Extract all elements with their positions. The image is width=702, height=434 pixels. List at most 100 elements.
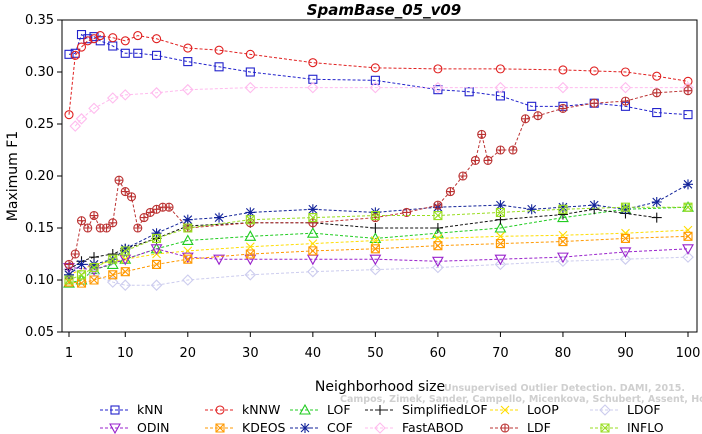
data-point	[470, 155, 480, 165]
data-point	[150, 87, 163, 99]
legend-marker	[300, 423, 310, 433]
x-tick-label: 100	[676, 346, 701, 361]
data-point	[119, 279, 132, 291]
data-point	[557, 81, 569, 94]
data-point	[431, 227, 444, 238]
data-point	[683, 110, 693, 120]
data-point	[308, 213, 318, 223]
data-point	[307, 81, 319, 94]
legend-item-lof: LOF	[290, 402, 351, 417]
data-point	[120, 254, 130, 264]
x-tick-label: 70	[492, 346, 509, 361]
data-point	[369, 254, 382, 266]
data-point	[619, 253, 632, 265]
data-point	[433, 200, 443, 210]
data-point	[69, 120, 82, 132]
data-point	[75, 113, 88, 125]
data-point	[307, 204, 318, 215]
data-point	[558, 103, 568, 113]
data-point	[651, 197, 662, 207]
legend-item-loop: LoOP	[490, 402, 559, 417]
data-point	[119, 89, 132, 101]
series-line-fastabod	[74, 87, 688, 127]
legend-marker	[600, 423, 610, 433]
data-point	[495, 64, 505, 74]
x-tick-label: 10	[117, 346, 134, 361]
data-point	[619, 247, 632, 259]
data-point	[120, 36, 130, 46]
data-point	[306, 227, 319, 238]
data-point	[64, 49, 74, 59]
data-point	[558, 65, 568, 75]
x-axis-title: Neighborhood size	[315, 379, 445, 395]
data-point	[369, 263, 382, 276]
y-axis: 0.05 0.10 0.15 0.20 0.25 0.30 0.35	[25, 13, 62, 340]
data-point	[494, 254, 507, 266]
series-line-cof	[68, 183, 689, 276]
data-point	[133, 223, 143, 233]
data-point	[483, 155, 493, 165]
data-point	[307, 265, 319, 278]
data-point	[150, 244, 163, 255]
y-tick-label: 0.35	[25, 13, 54, 28]
data-point	[164, 202, 174, 212]
data-point	[181, 252, 194, 264]
data-point	[495, 239, 505, 249]
data-point	[245, 215, 255, 225]
data-point	[245, 67, 255, 77]
data-point	[64, 275, 74, 285]
data-point	[433, 241, 443, 251]
data-point	[477, 129, 487, 139]
y-tick-label: 0.05	[25, 325, 54, 340]
legend-label: KDEOS	[242, 420, 286, 434]
data-point	[114, 175, 124, 185]
data-point	[151, 228, 162, 239]
data-point	[151, 233, 162, 243]
series-line-ldof	[68, 256, 689, 286]
data-point	[589, 66, 599, 76]
data-point	[244, 254, 257, 266]
data-point	[682, 251, 694, 263]
legend-label: ODIN	[137, 420, 170, 434]
data-point	[370, 223, 381, 233]
legend-marker	[500, 423, 510, 433]
data-point	[589, 98, 599, 108]
data-point	[133, 48, 143, 58]
data-point	[70, 50, 80, 60]
data-point	[464, 87, 474, 97]
legend-label: LDOF	[627, 402, 661, 417]
series-line-odin	[68, 248, 689, 271]
data-point	[683, 76, 693, 86]
watermark-line-1: Unsupervised Outlier Detection. DAMI, 20…	[444, 383, 685, 394]
legend-label: FastABOD	[402, 420, 464, 434]
data-point	[370, 207, 381, 218]
legend-item-fastabod: FastABOD	[365, 420, 464, 434]
data-point	[214, 212, 225, 223]
data-point	[183, 254, 193, 264]
series-line-knn	[68, 33, 689, 116]
data-point	[652, 108, 662, 118]
data-point	[76, 259, 87, 270]
y-tick-label: 0.20	[25, 169, 54, 184]
data-point	[182, 83, 194, 96]
data-point	[108, 254, 118, 264]
data-point	[683, 202, 693, 212]
data-point	[557, 202, 568, 213]
y-tick-label: 0.15	[25, 221, 54, 236]
data-point	[126, 192, 137, 202]
data-point	[108, 33, 118, 43]
legend-label: LoOP	[527, 402, 559, 417]
legend-item-inflo: INFLO	[590, 420, 664, 434]
data-point	[508, 145, 518, 155]
data-point	[369, 81, 382, 94]
data-point	[589, 200, 600, 211]
data-point	[495, 145, 505, 155]
data-point	[370, 63, 380, 73]
series-knnw	[64, 31, 693, 120]
data-point	[95, 36, 105, 46]
data-point	[494, 81, 507, 94]
data-point	[120, 48, 130, 58]
data-point	[620, 202, 631, 212]
x-tick-label: 50	[367, 346, 384, 361]
